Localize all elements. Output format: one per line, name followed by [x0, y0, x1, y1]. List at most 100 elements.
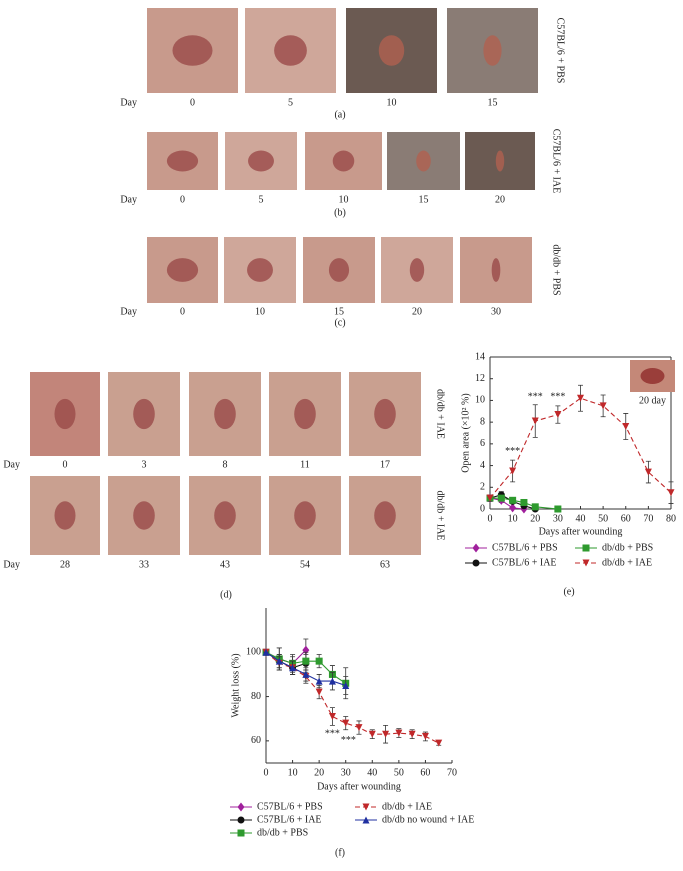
data-point — [262, 648, 270, 656]
wound — [294, 501, 316, 530]
y-tick-label: 14 — [475, 351, 485, 362]
wound — [495, 150, 505, 172]
x-tick-label: 80 — [666, 513, 676, 524]
legend-label: db/db + IAE — [602, 557, 652, 568]
day-value: 5 — [288, 97, 293, 108]
group-label: db/db + IAE — [435, 389, 446, 439]
day-label: Day — [3, 559, 20, 570]
x-tick-label: 70 — [643, 513, 653, 524]
day-value: 10 — [339, 194, 349, 205]
day-value: 5 — [259, 194, 264, 205]
x-tick-label: 20 — [314, 767, 324, 778]
day-value: 28 — [60, 559, 70, 570]
day-label: Day — [120, 194, 137, 205]
panel-label: (d) — [220, 589, 232, 600]
data-point — [509, 503, 517, 513]
day-value: 10 — [387, 97, 397, 108]
wound — [328, 258, 350, 282]
data-point — [622, 422, 630, 430]
wound — [133, 501, 155, 530]
x-tick-label: 50 — [394, 767, 404, 778]
group-label: C57BL/6 + IAE — [551, 129, 562, 194]
wound — [409, 258, 425, 282]
y-tick-label: 80 — [251, 691, 261, 702]
wound — [416, 150, 431, 172]
day-value: 0 — [180, 306, 185, 317]
wound — [214, 398, 236, 430]
x-tick-label: 30 — [341, 767, 351, 778]
panel-label: (e) — [563, 586, 574, 597]
data-point — [355, 724, 363, 732]
legend-marker — [582, 544, 590, 552]
wound — [247, 258, 273, 282]
y-tick-label: 4 — [480, 460, 485, 471]
day-value: 17 — [380, 459, 390, 470]
data-point — [342, 719, 350, 727]
data-point — [421, 732, 429, 740]
data-point — [509, 496, 517, 504]
y-tick-label: 8 — [480, 416, 485, 427]
data-point — [395, 729, 403, 737]
panel-label: (c) — [334, 317, 345, 328]
legend-label: db/db + PBS — [257, 827, 308, 838]
data-point — [509, 467, 517, 475]
wound — [166, 150, 199, 172]
y-axis-title: Open area (×10² %) — [460, 393, 471, 472]
x-axis-title: Days after wounding — [317, 781, 401, 792]
x-tick-label: 50 — [598, 513, 608, 524]
x-tick-label: 0 — [488, 513, 493, 524]
day-value: 10 — [255, 306, 265, 317]
data-point — [328, 713, 336, 720]
data-point — [368, 730, 376, 738]
legend-marker — [362, 803, 370, 811]
day-label: Day — [120, 306, 137, 317]
data-point — [599, 402, 607, 410]
legend-label: db/db + PBS — [602, 542, 653, 553]
day-value: 11 — [300, 459, 310, 470]
legend-label: db/db + IAE — [382, 801, 432, 812]
day-value: 0 — [63, 459, 68, 470]
day-value: 15 — [419, 194, 429, 205]
x-tick-label: 40 — [576, 513, 586, 524]
legend-label: C57BL/6 + IAE — [257, 814, 322, 825]
wound — [274, 35, 307, 66]
data-point — [315, 677, 323, 685]
day-label: Day — [120, 97, 137, 108]
data-point — [342, 682, 350, 689]
x-tick-label: 70 — [447, 767, 457, 778]
data-point — [554, 505, 562, 513]
data-point — [554, 411, 562, 419]
significance: *** — [505, 446, 520, 457]
wound — [483, 35, 502, 66]
data-point — [289, 664, 297, 672]
day-value: 15 — [488, 97, 498, 108]
x-tick-label: 10 — [508, 513, 518, 524]
x-tick-label: 20 — [530, 513, 540, 524]
y-tick-label: 2 — [480, 482, 485, 493]
legend-marker — [472, 559, 480, 567]
legend-label: db/db no wound + IAE — [382, 814, 474, 825]
legend-marker — [237, 816, 245, 824]
wound — [374, 501, 396, 530]
day-value: 15 — [334, 306, 344, 317]
wound — [248, 150, 274, 172]
y-tick-label: 12 — [475, 373, 485, 384]
legend-marker — [237, 829, 245, 837]
data-point — [328, 677, 336, 685]
legend-marker — [237, 802, 245, 812]
significance: *** — [528, 391, 543, 402]
wound — [172, 35, 213, 66]
data-point — [667, 489, 675, 497]
legend-marker — [582, 559, 590, 567]
data-point — [302, 670, 310, 678]
data-point — [531, 503, 539, 511]
day-value: 30 — [491, 306, 501, 317]
y-tick-label: 100 — [246, 647, 261, 658]
wound — [54, 398, 76, 430]
inset-wound — [640, 368, 665, 384]
wound — [378, 35, 405, 66]
data-point — [435, 739, 443, 747]
significance: *** — [550, 391, 565, 402]
series-line — [489, 497, 524, 510]
